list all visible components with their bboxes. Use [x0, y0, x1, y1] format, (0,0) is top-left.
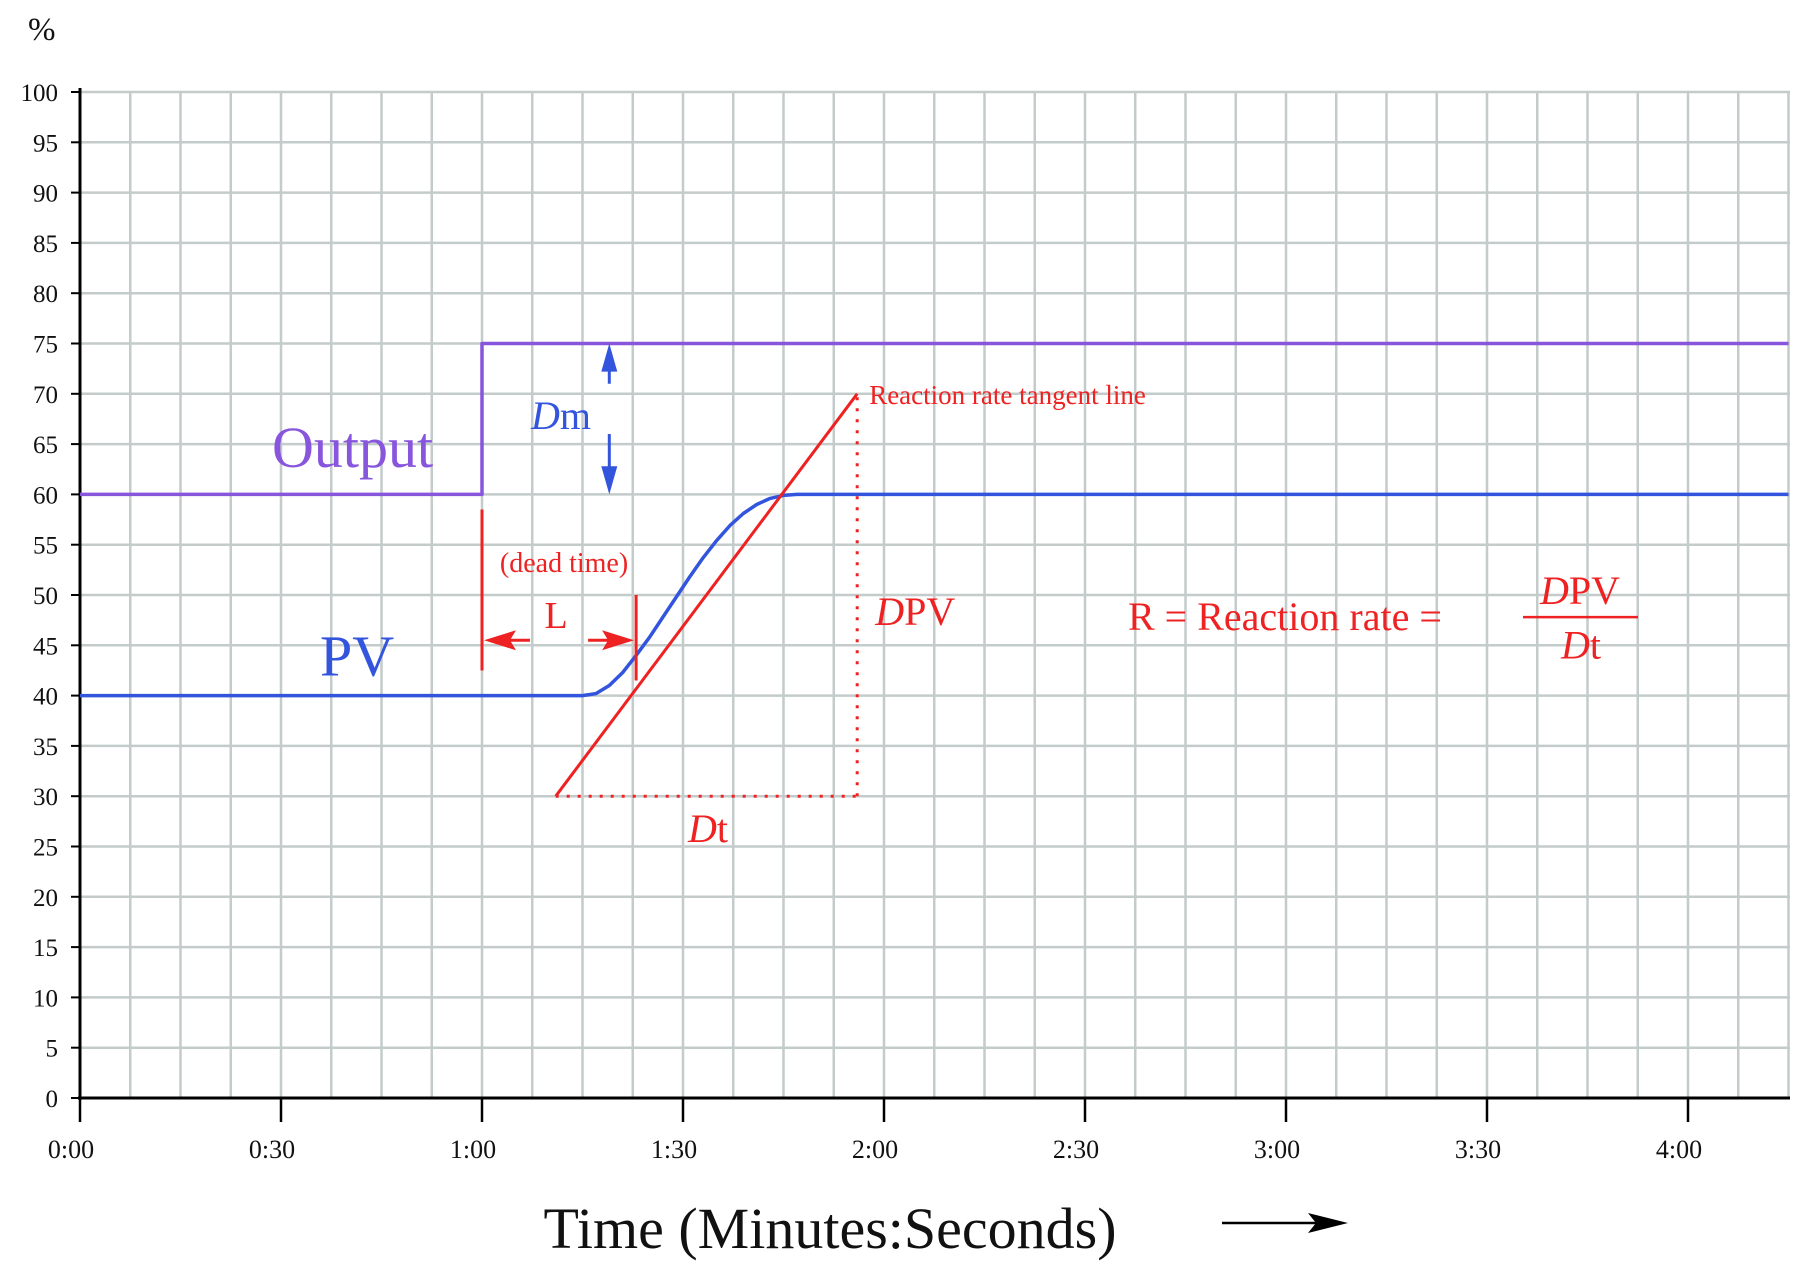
x-tick-label: 1:30	[651, 1135, 697, 1164]
y-tick-label: 70	[33, 382, 58, 409]
x-tick-label: 0:30	[249, 1135, 295, 1164]
dead-time-label: L	[544, 595, 567, 637]
y-tick-label: 10	[33, 985, 58, 1012]
formula-denominator-part: t	[1590, 622, 1601, 667]
y-tick-label: 0	[46, 1086, 59, 1113]
y-tick-label: 15	[33, 935, 58, 962]
y-tick-label: 5	[46, 1036, 59, 1063]
x-tick-label: 3:00	[1254, 1135, 1300, 1164]
y-tick-label: 85	[33, 231, 58, 258]
y-tick-label: 20	[33, 885, 58, 912]
formula-numerator-part: D	[1539, 568, 1569, 613]
y-tick-label: 90	[33, 181, 58, 208]
series	[80, 341, 1789, 798]
x-tick-label: 2:30	[1053, 1135, 1099, 1164]
y-tick-label: 50	[33, 583, 58, 610]
x-tick-label: 2:00	[852, 1135, 898, 1164]
y-tick-label: 65	[33, 432, 58, 459]
delta-m-label-part: D	[530, 393, 560, 438]
delta-t-label-part: t	[717, 806, 728, 851]
x-axis-arrowhead	[1308, 1213, 1348, 1233]
axes	[71, 88, 1790, 1233]
annotations: Reaction rate tangent lineDPVDtDmL(dead …	[272, 343, 1638, 851]
delta-m-arrowhead-down	[601, 466, 618, 495]
y-tick-label: 55	[33, 533, 58, 560]
grid	[80, 90, 1790, 1098]
series-line-output	[80, 341, 1789, 497]
pv-series-label: PV	[320, 623, 394, 688]
y-tick-label: 100	[21, 80, 59, 107]
formula-numerator-part: PV	[1569, 568, 1620, 613]
tangent-line	[554, 392, 859, 798]
delta-pv-label-part: D	[874, 589, 904, 634]
delta-m-label: Dm	[530, 393, 591, 438]
formula-lhs: R = Reaction rate =	[1128, 594, 1442, 639]
y-tick-label: 60	[33, 482, 58, 509]
y-tick-label: 25	[33, 835, 58, 862]
dead-time-arrowhead-right	[602, 630, 635, 651]
delta-m-arrowhead-up	[601, 343, 618, 372]
delta-t-label-part: D	[687, 806, 717, 851]
formula-denominator: Dt	[1560, 622, 1601, 667]
tick-labels: 0 5 10 15 20 25 30 35 40 45 50 55 60 65 70 75 80 85 90 95 10…	[21, 12, 1703, 1261]
x-tick-label: 1:00	[450, 1135, 496, 1164]
y-tick-label: 30	[33, 784, 58, 811]
y-tick-label: 35	[33, 734, 58, 761]
delta-pv-label: DPV	[874, 589, 955, 634]
y-tick-label: 45	[33, 633, 58, 660]
dead-time-arrowhead-left	[484, 630, 516, 651]
dead-time-note: (dead time)	[500, 548, 628, 579]
x-tick-label: 3:30	[1455, 1135, 1501, 1164]
y-tick-label: 95	[33, 130, 58, 157]
output-series-label: Output	[272, 415, 433, 480]
x-tick-label: 0:00	[48, 1135, 94, 1164]
delta-pv-label-part: PV	[904, 589, 955, 634]
y-tick-label: 75	[33, 332, 58, 359]
x-tick-label: 4:00	[1656, 1135, 1702, 1164]
delta-m-label-part: m	[560, 393, 591, 438]
delta-t-label: Dt	[687, 806, 728, 851]
y-tick-label: 40	[33, 684, 58, 711]
tangent-line-label: Reaction rate tangent line	[869, 380, 1146, 410]
y-unit-label: %	[28, 12, 56, 48]
formula-numerator: DPV	[1539, 568, 1620, 613]
series-line-pv	[80, 492, 1789, 698]
formula-denominator-part: D	[1560, 622, 1590, 667]
x-axis-title: Time (Minutes:Seconds)	[543, 1196, 1116, 1261]
y-tick-label: 80	[33, 281, 58, 308]
